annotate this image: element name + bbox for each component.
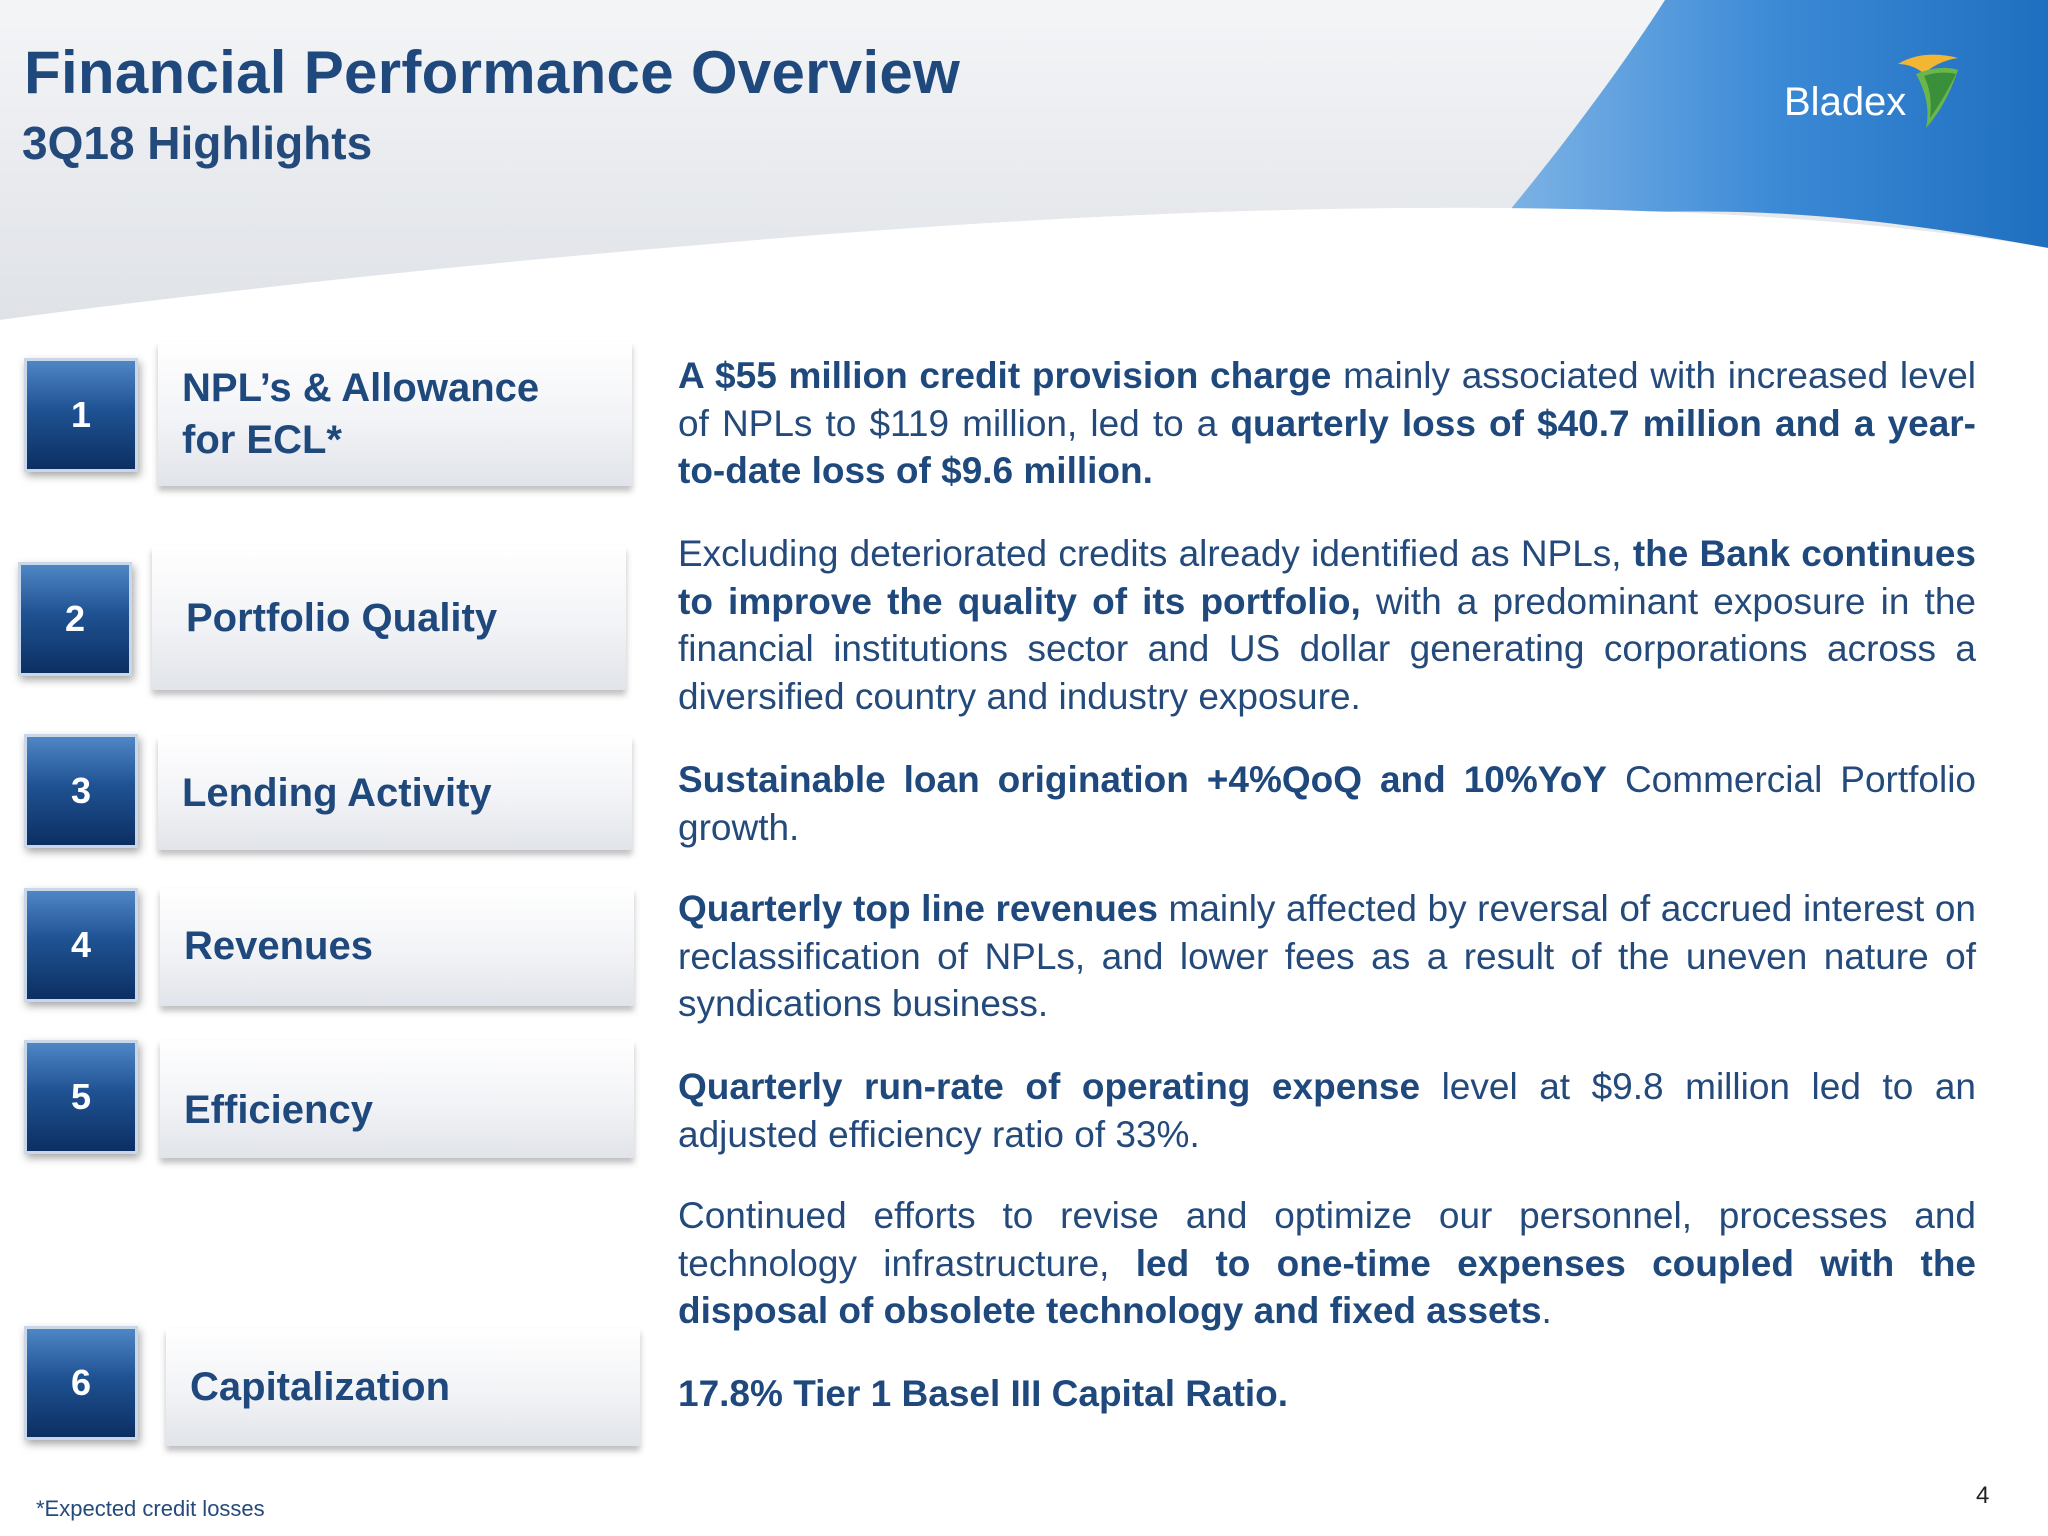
paragraph-efficiency-efforts: Continued efforts to revise and optimize…: [678, 1195, 1976, 1331]
bird-icon: [1898, 54, 1958, 128]
footnote: *Expected credit losses: [36, 1496, 265, 1521]
item-number-1: 1: [24, 358, 138, 472]
paragraph-credit-provision: A $55 million credit provision charge ma…: [678, 355, 1976, 491]
paragraph-capital-ratio: 17.8% Tier 1 Basel III Capital Ratio.: [678, 1373, 1289, 1414]
item-label-line-1: NPL’s & Allowance: [182, 366, 540, 410]
paragraph-operating-expense: Quarterly run-rate of operating expense …: [678, 1066, 1976, 1155]
item-number-6: 6: [24, 1326, 138, 1440]
page-title: Financial Performance Overview: [24, 39, 961, 106]
paragraph-portfolio-quality: Excluding deteriorated credits already i…: [678, 533, 1976, 717]
item-label-portfolio-quality: Portfolio Quality: [152, 546, 626, 690]
item-number-4: 4: [24, 888, 138, 1002]
paragraph-lending-activity: Sustainable loan origination +4%QoQ and …: [678, 759, 1976, 848]
page-number: 4: [1976, 1482, 1990, 1509]
item-label-revenues: Revenues: [160, 888, 634, 1006]
item-number-3: 3: [24, 734, 138, 848]
logo-text: Bladex: [1784, 80, 1907, 124]
item-label-efficiency: Efficiency: [160, 1040, 634, 1158]
paragraph-revenues: Quarterly top line revenues mainly affec…: [678, 888, 1976, 1024]
item-label-line-2: for ECL*: [182, 418, 342, 462]
item-label-capitalization: Capitalization: [166, 1328, 640, 1446]
item-number-2: 2: [18, 562, 132, 676]
item-number-5: 5: [24, 1040, 138, 1154]
item-label-lending-activity: Lending Activity: [158, 736, 632, 850]
item-label-npls-allowance: NPL’s & Allowance for ECL*: [158, 342, 632, 486]
bladex-logo: Bladex: [1780, 52, 1960, 132]
page-subtitle: 3Q18 Highlights: [22, 117, 373, 169]
